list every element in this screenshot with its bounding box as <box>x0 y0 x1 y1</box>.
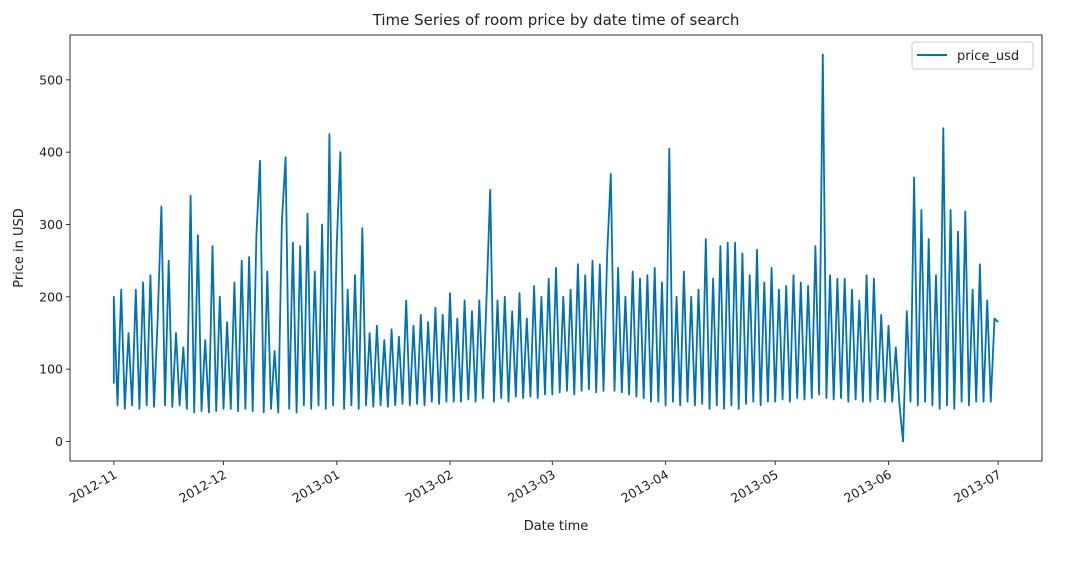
y-tick-label: 500 <box>39 72 63 87</box>
x-axis-label: Date time <box>524 519 589 534</box>
x-tick-label: 2013-06 <box>841 467 894 506</box>
series-line-price_usd <box>112 53 999 443</box>
y-tick-label: 300 <box>39 217 63 232</box>
x-tick-label: 2013-03 <box>505 467 558 506</box>
x-tick-label: 2012-12 <box>176 467 229 506</box>
y-tick-label: 400 <box>39 145 63 160</box>
legend-label: price_usd <box>957 49 1019 64</box>
y-tick-label: 100 <box>39 362 63 377</box>
plot-area <box>112 53 999 443</box>
legend-box <box>911 41 1034 70</box>
y-tick-label: 200 <box>39 289 63 304</box>
legend: price_usd <box>911 41 1034 70</box>
x-tick-label: 2012-11 <box>67 467 120 506</box>
chart-title: Time Series of room price by date time o… <box>372 11 740 29</box>
y-tick-label: 0 <box>55 434 63 449</box>
x-tick-label: 2013-01 <box>290 467 343 506</box>
x-tick-label: 2013-07 <box>951 467 1004 506</box>
y-axis-label: Price in USD <box>12 208 27 288</box>
x-axis: 2012-11 2012-12 2013-01 2013-02 2013-03 2013-… <box>67 461 1004 506</box>
x-tick-label: 2013-04 <box>618 467 671 506</box>
axes-frame <box>69 34 1043 462</box>
y-axis: 0 100 200 300 400 500 <box>39 72 70 449</box>
x-tick-label: 2013-05 <box>728 467 781 506</box>
x-tick-label: 2013-02 <box>403 467 456 506</box>
